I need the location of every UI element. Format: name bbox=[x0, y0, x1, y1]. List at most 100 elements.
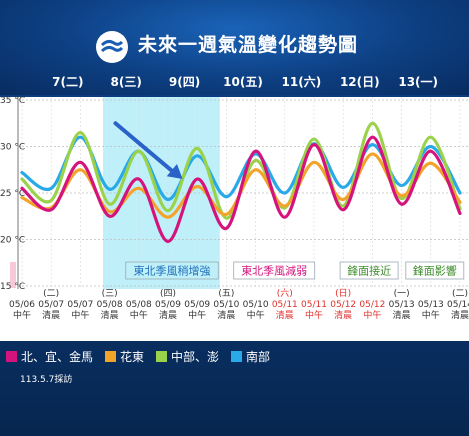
legend-item-1: 花東 bbox=[105, 348, 144, 365]
x-tick-label: 05/10 中午 bbox=[241, 289, 271, 322]
legend-item-0: 北、宜、金馬 bbox=[6, 348, 93, 365]
legend-swatch bbox=[231, 350, 243, 362]
x-tick-weekday bbox=[416, 289, 446, 300]
x-tick-label: 05/07 中午 bbox=[65, 289, 95, 322]
x-tick-date: 05/12 bbox=[359, 300, 386, 310]
legend-swatch bbox=[105, 350, 117, 362]
day-header-3: 10(五) bbox=[223, 75, 263, 89]
x-tick-weekday bbox=[7, 289, 37, 300]
day-header-4: 11(六) bbox=[281, 75, 322, 89]
x-tick-weekday: (日) bbox=[335, 289, 352, 299]
y-tick-label: 30 °C bbox=[0, 143, 25, 153]
x-tick-date: 05/11 bbox=[301, 300, 327, 310]
x-tick-label: (三) 05/08 清晨 bbox=[95, 289, 125, 322]
x-tick-period: 清晨 bbox=[100, 311, 119, 321]
x-tick-period: 中午 bbox=[12, 311, 31, 321]
legend-swatch bbox=[156, 350, 168, 362]
x-tick-date: 05/10 bbox=[213, 300, 240, 310]
band-label-0: 東北季風稍增強 bbox=[134, 264, 211, 278]
x-tick-date: 05/06 bbox=[9, 300, 35, 310]
x-tick-period: 中午 bbox=[304, 311, 323, 321]
x-tick-label: 05/06 中午 bbox=[7, 289, 37, 322]
x-tick-weekday bbox=[65, 289, 95, 300]
y-axis-strip bbox=[0, 97, 10, 289]
x-tick-date: 05/09 bbox=[184, 300, 211, 310]
source-note: 113.5.7採訪 bbox=[20, 375, 73, 385]
header: 未來一週氣溫變化趨勢圖 7(二) 8(三) 9(四) 10(五) 11(六) 12(日) 1… bbox=[0, 0, 469, 95]
x-tick-date: 05/11 bbox=[271, 300, 298, 310]
x-tick-date: 05/14 bbox=[447, 300, 469, 310]
y-tick-label: 20 °C bbox=[0, 236, 25, 246]
band-label-3: 鋒面影響 bbox=[413, 264, 457, 278]
legend-label: 中部、澎 bbox=[171, 349, 220, 364]
y-tick-label: 15 °C bbox=[0, 282, 25, 289]
legend-item-2: 中部、澎 bbox=[156, 348, 219, 365]
x-tick-period: 中午 bbox=[188, 311, 207, 321]
temperature-chart: 35 °C 30 °C 25 °C 20 °C 15 °C 東北季風稍增強 東北季風減弱 鋒面… bbox=[0, 96, 469, 289]
legend-label: 南部 bbox=[246, 349, 271, 364]
x-tick-date: 05/07 bbox=[67, 300, 94, 310]
x-tick-weekday bbox=[182, 289, 212, 300]
x-tick-weekday bbox=[299, 289, 329, 300]
x-tick-date: 05/13 bbox=[388, 300, 415, 310]
x-tick-date: 05/09 bbox=[155, 300, 181, 310]
day-header-1: 8(三) bbox=[110, 75, 142, 89]
x-tick-label: (四) 05/09 清晨 bbox=[153, 289, 183, 322]
x-tick-date: 05/08 bbox=[96, 300, 123, 310]
y-tick-label: 25 °C bbox=[0, 189, 25, 199]
x-axis-labels: 05/06 中午 (二) 05/07 清晨 05/07 中午 (三) 05/08 清晨 05/0… bbox=[0, 289, 469, 341]
legend-item-3: 南部 bbox=[231, 348, 270, 365]
x-tick-weekday bbox=[241, 289, 271, 300]
x-tick-weekday: (二) bbox=[43, 289, 60, 299]
x-tick-label: (五) 05/10 清晨 bbox=[211, 289, 241, 322]
x-tick-period: 清晨 bbox=[450, 311, 469, 321]
x-tick-period: 中午 bbox=[71, 311, 90, 321]
x-tick-date: 05/10 bbox=[242, 300, 269, 310]
x-tick-weekday: (六) bbox=[276, 289, 293, 299]
y-tick-label: 35 °C bbox=[0, 96, 25, 106]
band-label-1: 東北季風減弱 bbox=[241, 264, 307, 278]
trend-arrow-shaft bbox=[113, 121, 177, 176]
x-tick-period: 中午 bbox=[246, 311, 265, 321]
band-label-box-3 bbox=[405, 261, 465, 280]
band-label-box-0 bbox=[125, 261, 219, 280]
x-tick-period: 清晨 bbox=[392, 311, 411, 321]
x-tick-date: 05/12 bbox=[330, 300, 357, 310]
x-tick-label: (二)05/14清晨 bbox=[445, 289, 469, 322]
x-tick-period: 清晨 bbox=[334, 311, 353, 321]
x-tick-weekday: (一) bbox=[393, 289, 410, 299]
x-tick-label: 05/12 中午 bbox=[357, 289, 387, 322]
x-tick-label: (六) 05/11 清晨 bbox=[270, 289, 300, 322]
band-label-box-1 bbox=[233, 261, 316, 280]
x-tick-period: 清晨 bbox=[42, 311, 61, 321]
x-tick-weekday bbox=[124, 289, 154, 300]
band-label-box-2 bbox=[339, 261, 399, 280]
day-header-2: 9(四) bbox=[168, 75, 201, 89]
cwa-logo-icon bbox=[96, 31, 128, 63]
legend-label: 花東 bbox=[120, 349, 145, 364]
x-tick-period: 中午 bbox=[421, 311, 440, 321]
left-edge-marker bbox=[10, 262, 16, 288]
x-tick-date: 05/13 bbox=[417, 300, 444, 310]
x-tick-date: 05/08 bbox=[125, 300, 152, 310]
x-tick-period: 清晨 bbox=[158, 311, 177, 321]
x-tick-period: 中午 bbox=[363, 311, 382, 321]
day-header-0: 7(二) bbox=[52, 75, 84, 89]
x-tick-period: 清晨 bbox=[275, 311, 294, 321]
x-tick-weekday: (二) bbox=[451, 289, 469, 299]
series-line-0 bbox=[20, 135, 462, 243]
x-tick-weekday bbox=[357, 289, 387, 300]
x-tick-label: 05/13 中午 bbox=[416, 289, 446, 322]
band-label-2: 鋒面接近 bbox=[347, 264, 391, 278]
day-header-6: 13(一) bbox=[398, 75, 439, 89]
legend: 北、宜、金馬 花東 中部、澎 南部 bbox=[6, 348, 282, 364]
chart-title: 未來一週氣溫變化趨勢圖 bbox=[138, 34, 359, 56]
x-tick-label: 05/08 中午 bbox=[124, 289, 154, 322]
x-tick-date: 05/07 bbox=[38, 300, 65, 310]
x-tick-label: (一) 05/13 清晨 bbox=[387, 289, 417, 322]
legend-swatch bbox=[6, 350, 17, 362]
x-tick-period: 中午 bbox=[129, 311, 148, 321]
x-tick-label: (二) 05/07 清晨 bbox=[36, 289, 66, 322]
x-tick-weekday: (三) bbox=[101, 289, 118, 299]
x-tick-weekday: (四) bbox=[159, 289, 177, 299]
